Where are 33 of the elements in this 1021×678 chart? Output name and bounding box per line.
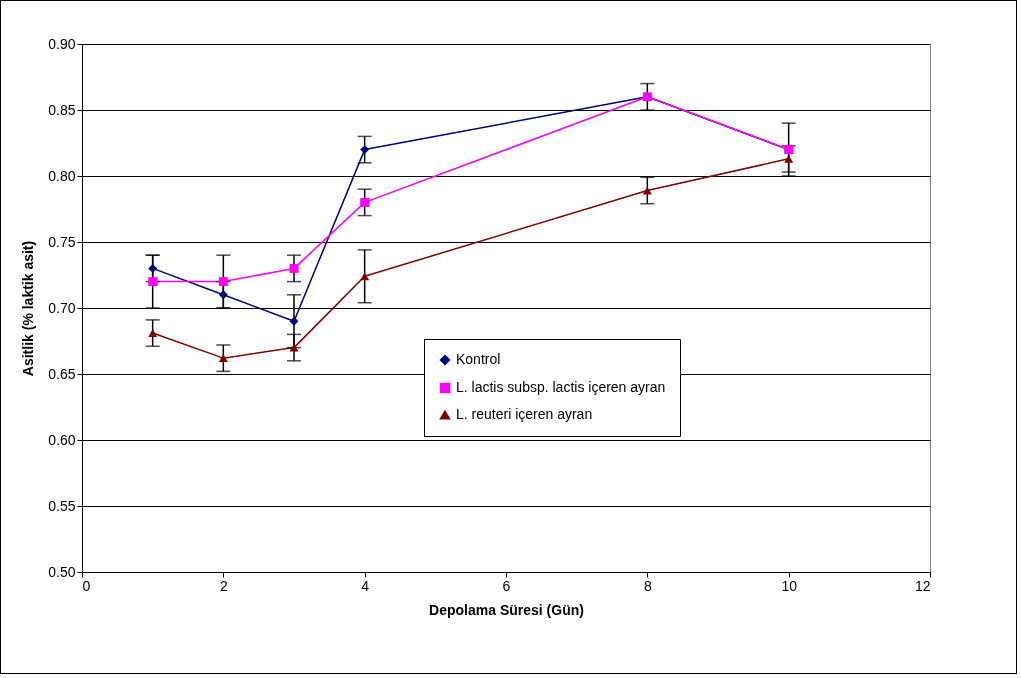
legend-label: L. reuteri içeren ayran [456, 406, 593, 422]
x-axis-title: Depolama Süresi (Gün) [429, 601, 584, 618]
point [148, 263, 158, 273]
legend-label: L. lactis subsp. lactis içeren ayran [456, 379, 666, 395]
x-tick-label: 4 [361, 577, 370, 594]
point [148, 277, 158, 287]
y-tick-label: 0.75 [48, 233, 76, 250]
x-tick-label: 8 [643, 577, 652, 594]
y-tick-label: 0.90 [48, 35, 76, 52]
y-tick-label: 0.80 [48, 167, 76, 184]
point [360, 197, 370, 207]
x-tick-label: 10 [781, 577, 798, 594]
y-tick-label: 0.65 [48, 365, 76, 382]
point [784, 154, 794, 163]
y-tick-label: 0.60 [48, 431, 76, 448]
y-tick-label: 0.55 [48, 497, 76, 514]
x-tick-label: 12 [914, 577, 931, 594]
point [360, 272, 370, 281]
y-axis-title: Asitlik (% laktik asit) [20, 240, 37, 377]
point [289, 316, 299, 326]
point [289, 263, 299, 273]
x-tick-label: 0 [82, 577, 91, 594]
point [148, 329, 158, 337]
y-tick-label: 0.50 [48, 563, 76, 580]
legend-label: Kontrol [456, 351, 501, 367]
point [218, 290, 228, 300]
x-tick-label: 6 [502, 577, 511, 594]
point [218, 354, 228, 363]
point [218, 277, 228, 287]
y-tick-label: 0.70 [48, 299, 76, 316]
y-tick-label: 0.85 [48, 101, 76, 118]
point [360, 145, 370, 155]
x-tick-label: 2 [219, 577, 228, 594]
